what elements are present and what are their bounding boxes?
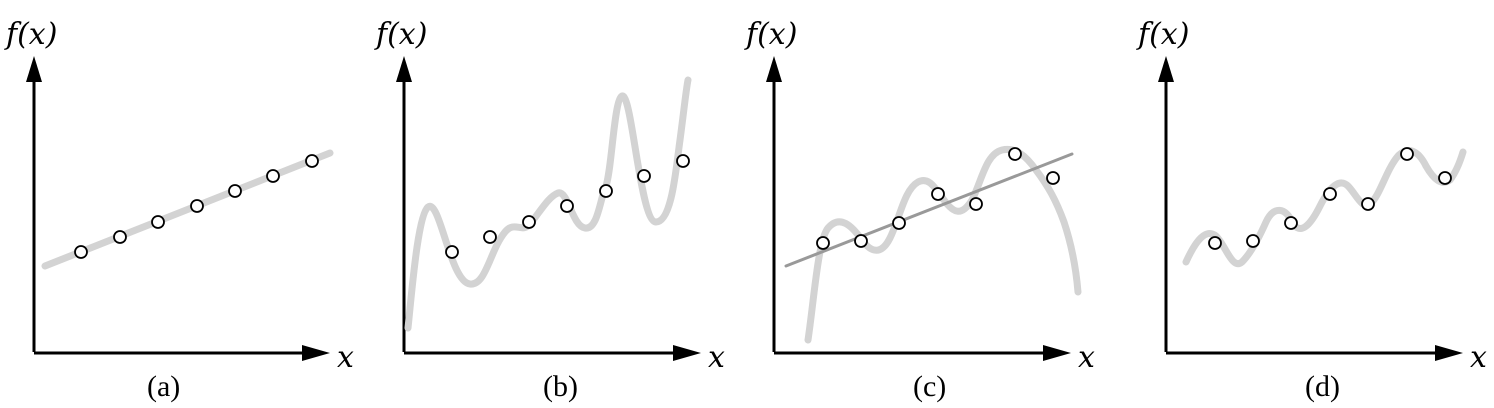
data-point — [599, 184, 613, 198]
x-axis-label: x — [708, 340, 725, 375]
data-point — [1246, 234, 1260, 248]
overfit-curve — [404, 76, 692, 332]
x-axis-arrow — [1043, 345, 1071, 361]
y-axis-arrow — [1158, 56, 1174, 82]
data-point — [1361, 197, 1375, 211]
panel-caption: (c) — [913, 370, 946, 403]
data-point — [190, 199, 204, 213]
y-axis-label: f(x) — [4, 17, 57, 52]
data-point — [1284, 216, 1298, 230]
y-axis-label: f(x) — [744, 17, 797, 52]
data-point — [816, 236, 830, 250]
data-point — [1008, 147, 1022, 161]
data-point — [522, 215, 536, 229]
data-point — [1323, 187, 1337, 201]
x-axis-arrow — [1435, 345, 1463, 361]
y-axis-arrow — [766, 56, 782, 82]
linear-fit-curve — [41, 149, 334, 270]
x-axis-label: x — [337, 340, 354, 375]
smooth-fit-curve — [1182, 147, 1467, 268]
overfit-curve — [804, 145, 1082, 344]
data-point — [560, 199, 574, 213]
panel-caption: (d) — [1305, 370, 1340, 403]
data-point — [1438, 171, 1452, 185]
panel-d: f(x) x (d) — [1136, 17, 1487, 403]
data-point — [113, 230, 127, 244]
data-point — [228, 184, 242, 198]
data-point — [892, 216, 906, 230]
linear-fit-line — [784, 152, 1074, 268]
data-point — [676, 154, 690, 168]
panel-c: f(x) x (c) — [744, 17, 1095, 403]
data-point — [969, 197, 983, 211]
data-point — [1208, 236, 1222, 250]
x-axis-arrow — [673, 345, 701, 361]
data-point — [854, 234, 868, 248]
y-axis-label: f(x) — [1136, 17, 1189, 52]
panel-caption: (b) — [543, 370, 578, 403]
data-point — [637, 169, 651, 183]
data-point — [305, 154, 319, 168]
x-axis-arrow — [302, 345, 330, 361]
data-point — [1046, 171, 1060, 185]
data-point — [483, 230, 497, 244]
data-point — [445, 245, 459, 259]
panel-b: f(x) x (b) — [374, 17, 725, 403]
data-point — [1400, 147, 1414, 161]
y-axis-label: f(x) — [374, 17, 427, 52]
panel-caption: (a) — [147, 370, 180, 403]
data-point — [931, 187, 945, 201]
x-axis-label: x — [1470, 340, 1487, 375]
x-axis-label: x — [1078, 340, 1095, 375]
y-axis-arrow — [396, 56, 412, 82]
panel-a: f(x) x (a) — [4, 17, 354, 403]
y-axis-arrow — [26, 56, 42, 82]
data-point — [266, 169, 280, 183]
data-point — [74, 245, 88, 259]
data-point — [151, 215, 165, 229]
